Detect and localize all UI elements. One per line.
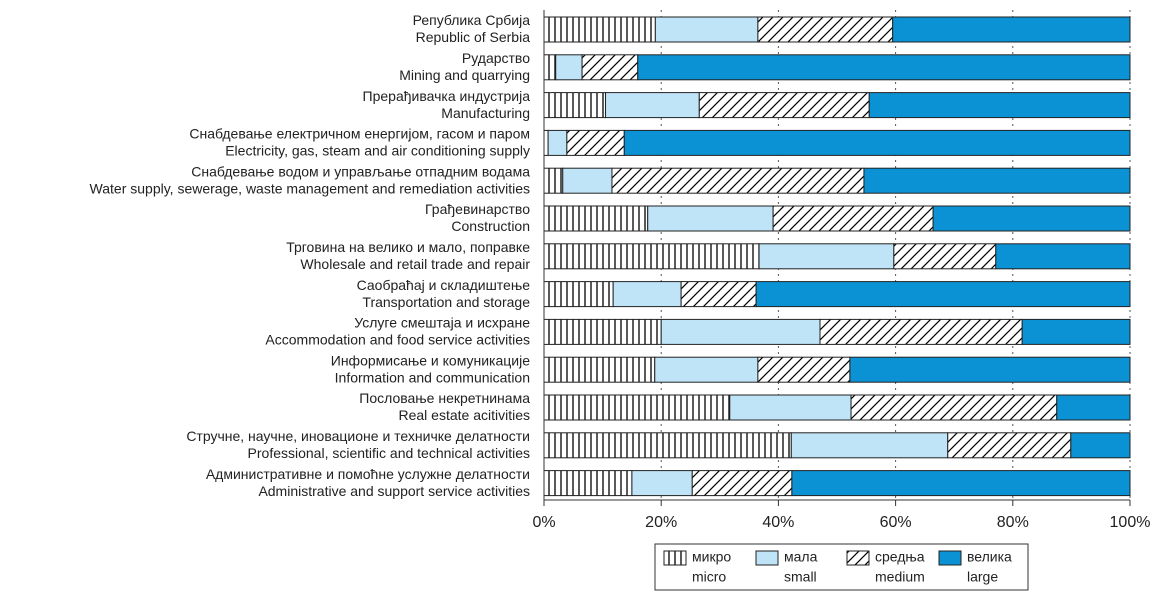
category-label: Стручне, научне, иновационе и техничке д… <box>186 428 530 444</box>
x-tick-label: 100% <box>1110 514 1151 531</box>
bar-segment <box>893 243 997 270</box>
bar-segment <box>611 167 865 194</box>
bar-segment <box>543 92 607 119</box>
bar-segment <box>729 394 852 421</box>
bar-segment <box>755 281 1131 308</box>
category-label: Republic of Serbia <box>416 29 531 45</box>
legend-box <box>654 543 1029 591</box>
category-label: Снабдевање електричном енергијом, гасом … <box>189 126 530 142</box>
category-label: Transportation and storage <box>362 294 530 310</box>
category-label: Република Србија <box>413 12 531 28</box>
legend-swatch <box>755 550 779 566</box>
legend-label: микро <box>692 549 731 565</box>
bar-segment <box>543 394 731 421</box>
legend-swatch <box>938 550 962 566</box>
category-label: Real estate acitivities <box>398 407 530 423</box>
category-label: Прерађивачка индустрија <box>363 88 531 104</box>
category-label: Mining and quarrying <box>399 67 530 83</box>
category-label: Professional, scientific and technical a… <box>248 445 530 461</box>
bar-segment <box>605 92 700 119</box>
bar-segment <box>863 167 1131 194</box>
bar-segment <box>543 205 649 232</box>
category-label: Снабдевање водом и управљање отпадним во… <box>191 163 530 179</box>
bar-segment <box>849 356 1131 383</box>
bar-segment <box>1056 394 1131 421</box>
x-tick-label: 0% <box>532 514 555 531</box>
bar-segment <box>543 470 633 497</box>
x-tick-label: 20% <box>645 514 677 531</box>
bar-segment <box>819 318 1023 345</box>
bar-segment <box>562 167 613 194</box>
category-label: Рударство <box>462 50 530 66</box>
legend-label: large <box>967 569 998 585</box>
bar-segment <box>612 281 682 308</box>
category-label: Информисање и комуникације <box>331 352 530 368</box>
bar-segment <box>631 470 693 497</box>
bar-segment <box>543 167 564 194</box>
legend-swatch <box>846 550 870 566</box>
category-label: Wholesale and retail trade and repair <box>300 256 530 272</box>
bar-segment <box>758 243 895 270</box>
bar-segment <box>680 281 757 308</box>
bar-segment <box>654 356 759 383</box>
bar-segment <box>698 92 870 119</box>
legend-label: велика <box>967 549 1012 565</box>
bar-segment <box>654 16 759 43</box>
category-label: Административне и помоћне услужне делатн… <box>206 466 530 482</box>
bar-segment <box>868 92 1131 119</box>
category-label: Саобраћај и складиштење <box>357 277 531 293</box>
x-tick-label: 40% <box>762 514 794 531</box>
category-label: Manufacturing <box>441 105 530 121</box>
category-label: Accommodation and food service activitie… <box>265 332 530 348</box>
category-label: Administrative and support service activ… <box>258 483 530 499</box>
bar-segment <box>850 394 1058 421</box>
legend-label: small <box>784 569 817 585</box>
category-label: Information and communication <box>335 369 530 385</box>
bar-segment <box>947 432 1072 459</box>
bar-segment <box>543 129 549 156</box>
bar-segment <box>547 129 568 156</box>
bar-segment <box>1021 318 1131 345</box>
category-label: Construction <box>451 218 530 234</box>
bar-segment <box>555 54 583 81</box>
legend-label: средња <box>875 549 925 565</box>
legend-label: medium <box>875 569 925 585</box>
bar-segment <box>995 243 1131 270</box>
bar-segment <box>543 16 656 43</box>
bar-segment <box>791 470 1131 497</box>
bar-segment <box>1070 432 1131 459</box>
legend-swatch <box>663 550 687 566</box>
bar-segment <box>543 243 760 270</box>
bar-segment <box>932 205 1131 232</box>
bar-segment <box>543 318 662 345</box>
legend-label: мала <box>784 549 818 565</box>
bar-segment <box>647 205 774 232</box>
category-label: Услуге смештаја и исхране <box>354 315 530 331</box>
category-label: Трговина на велико и мало, поправке <box>286 239 530 255</box>
category-label: Water supply, sewerage, waste management… <box>90 180 530 196</box>
bar-segment <box>543 356 656 383</box>
x-tick-label: 60% <box>880 514 912 531</box>
bar-segment <box>691 470 793 497</box>
bar-segment <box>637 54 1131 81</box>
bar-segment <box>581 54 639 81</box>
category-label: Пословање некретнинама <box>359 390 530 406</box>
bar-segment <box>757 356 851 383</box>
bar-segment <box>543 432 792 459</box>
bar-segment <box>790 432 949 459</box>
legend-label: micro <box>692 569 726 585</box>
bar-segment <box>772 205 934 232</box>
bar-segment <box>892 16 1131 43</box>
bar-segment <box>660 318 821 345</box>
bar-segment <box>623 129 1131 156</box>
category-label: Грађевинарство <box>425 201 530 217</box>
bar-segment <box>543 54 557 81</box>
category-label: Electricity, gas, steam and air conditio… <box>225 143 530 159</box>
bar-segment <box>543 281 614 308</box>
x-tick-label: 80% <box>997 514 1029 531</box>
bar-segment <box>566 129 625 156</box>
bar-segment <box>757 16 894 43</box>
